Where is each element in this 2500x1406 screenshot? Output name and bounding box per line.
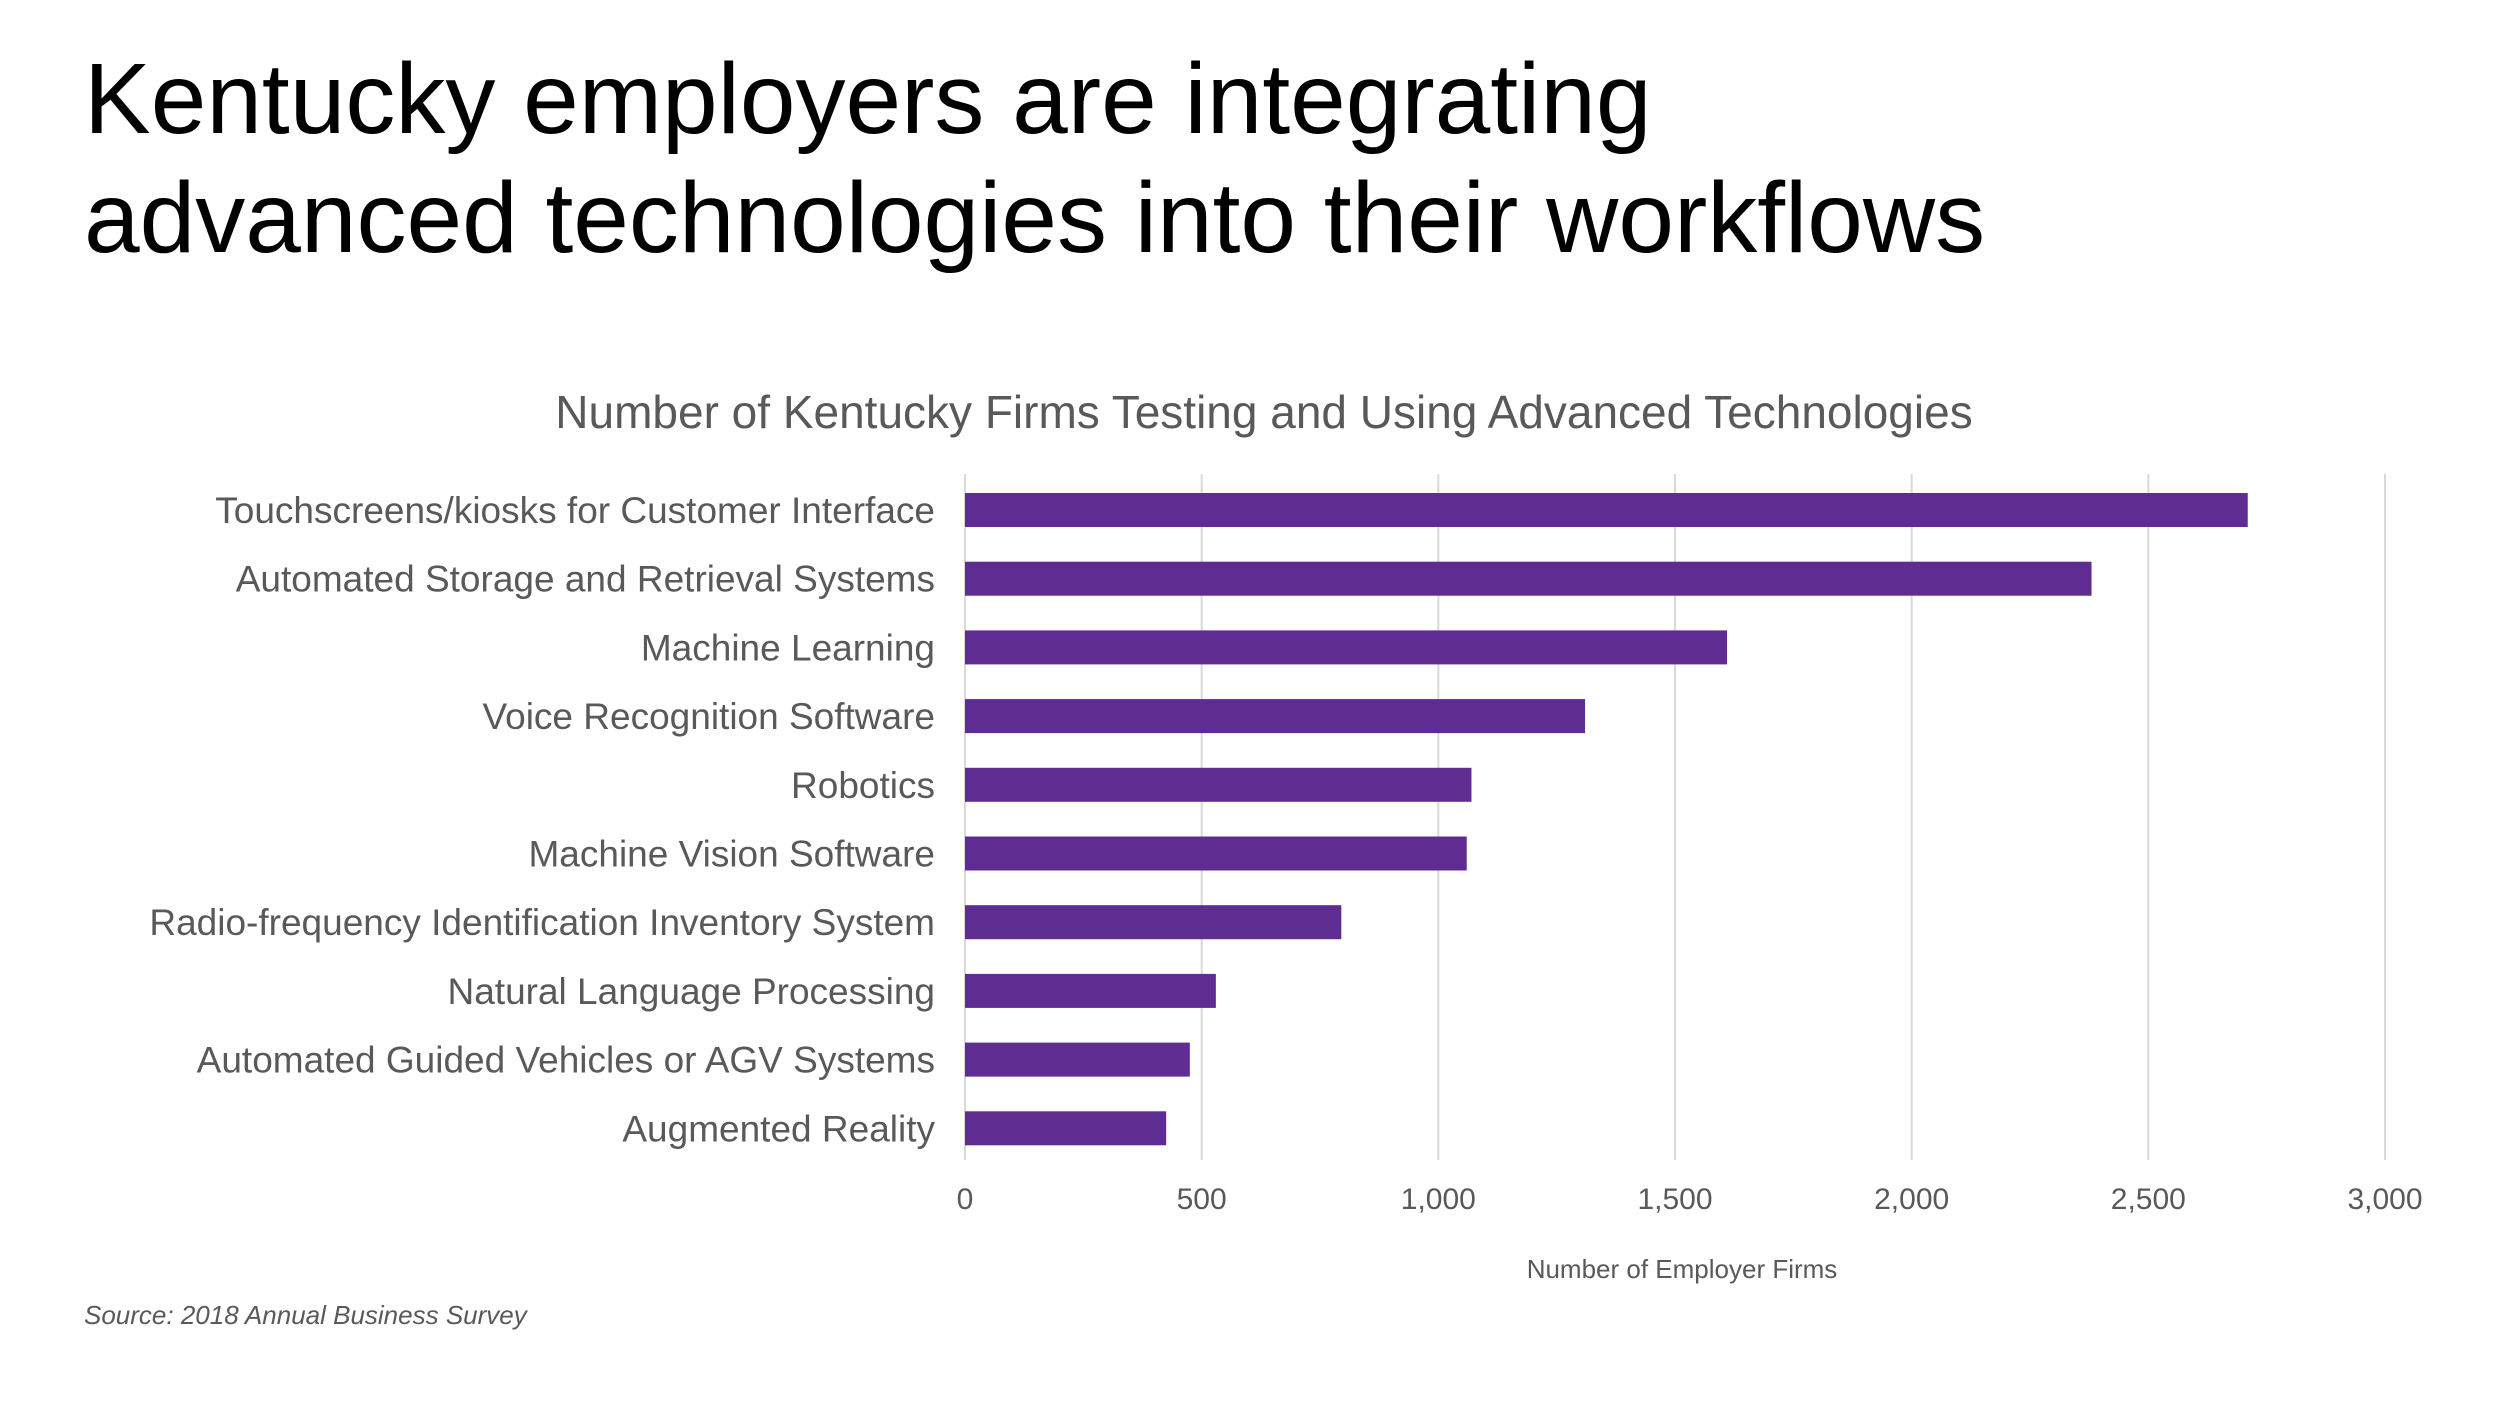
category-labels: Touchscreens/kiosks for Customer Interfa… bbox=[149, 490, 935, 1149]
category-label: Voice Recognition Software bbox=[483, 696, 936, 737]
slide-title: Kentucky employers are integrating advan… bbox=[84, 40, 2464, 278]
category-label: Automated Storage and Retrieval Systems bbox=[236, 559, 935, 600]
category-label: Machine Vision Software bbox=[528, 834, 935, 875]
bar bbox=[965, 1111, 1167, 1146]
x-tick-label: 3,000 bbox=[2347, 1183, 2422, 1216]
bar bbox=[965, 767, 1472, 802]
x-tick-labels: 0 500 1,000 1,500 2,000 2,500 3,000 bbox=[957, 1183, 2423, 1216]
category-label: Augmented Reality bbox=[622, 1108, 935, 1149]
bars bbox=[965, 493, 2248, 1146]
category-label: Automated Guided Vehicles or AGV Systems bbox=[197, 1040, 935, 1081]
bar bbox=[965, 493, 2248, 527]
bar bbox=[965, 1042, 1190, 1077]
x-tick-label: 2,500 bbox=[2111, 1183, 2186, 1216]
x-tick-label: 1,500 bbox=[1637, 1183, 1712, 1216]
bar bbox=[965, 699, 1586, 734]
chart-title: Number of Kentucky Firms Testing and Usi… bbox=[555, 386, 1972, 438]
bar bbox=[965, 905, 1342, 940]
source-note: Source: 2018 Annual Business Survey bbox=[84, 1300, 527, 1330]
bar bbox=[965, 836, 1467, 871]
slide-title-line-1: Kentucky employers are integrating bbox=[84, 43, 1652, 155]
bar bbox=[965, 973, 1216, 1008]
bar bbox=[965, 630, 1728, 665]
category-label: Touchscreens/kiosks for Customer Interfa… bbox=[215, 490, 935, 531]
x-tick-label: 500 bbox=[1177, 1183, 1227, 1216]
slide-title-line-2: advanced technologies into their workflo… bbox=[84, 162, 1986, 274]
x-axis-title: Number of Employer Firms bbox=[1527, 1254, 1838, 1284]
x-tick-label: 2,000 bbox=[1874, 1183, 1949, 1216]
category-label: Robotics bbox=[791, 765, 935, 806]
category-label: Natural Language Processing bbox=[448, 971, 936, 1012]
category-label: Radio-frequency Identification Inventory… bbox=[149, 902, 935, 943]
bar bbox=[965, 561, 2092, 596]
category-label: Machine Learning bbox=[641, 627, 935, 668]
x-tick-label: 1,000 bbox=[1401, 1183, 1476, 1216]
x-tick-label: 0 bbox=[957, 1183, 974, 1216]
